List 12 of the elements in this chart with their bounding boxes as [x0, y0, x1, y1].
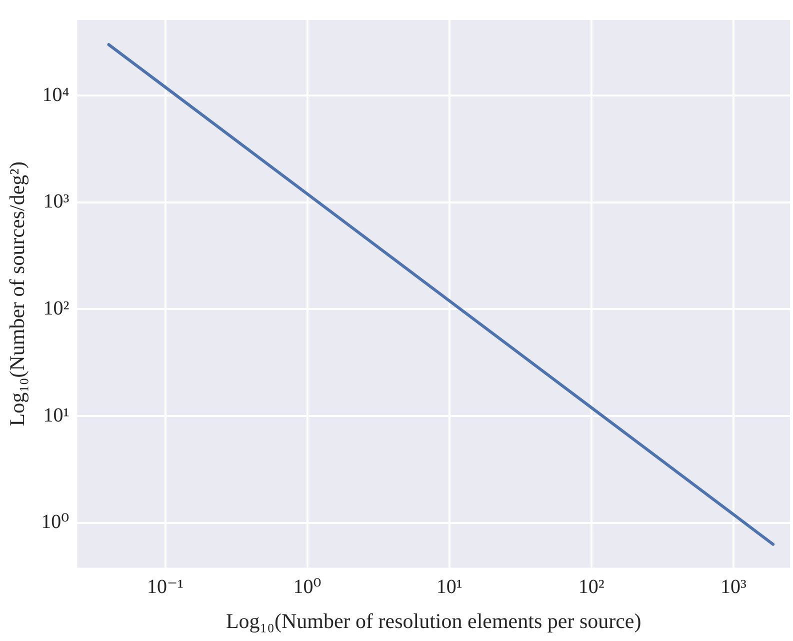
y-tick-label: 10² [43, 298, 70, 320]
x-tick-label: 10² [578, 576, 604, 598]
y-tick-label: 10⁰ [41, 511, 70, 534]
y-axis-title: Log₁₀(Number of sources/deg²) [5, 162, 30, 426]
x-tick-label: 10¹ [436, 576, 462, 598]
y-tick-label: 10³ [43, 190, 70, 213]
y-tick-label: 10¹ [43, 404, 70, 426]
x-tick-label: 10⁻¹ [146, 576, 184, 598]
x-tick-label: 10³ [720, 576, 746, 598]
x-tick-label: 10⁰ [293, 576, 322, 598]
x-axis-title: Log₁₀(Number of resolution elements per source) [226, 608, 642, 633]
y-tick-label: 10⁴ [42, 84, 70, 106]
